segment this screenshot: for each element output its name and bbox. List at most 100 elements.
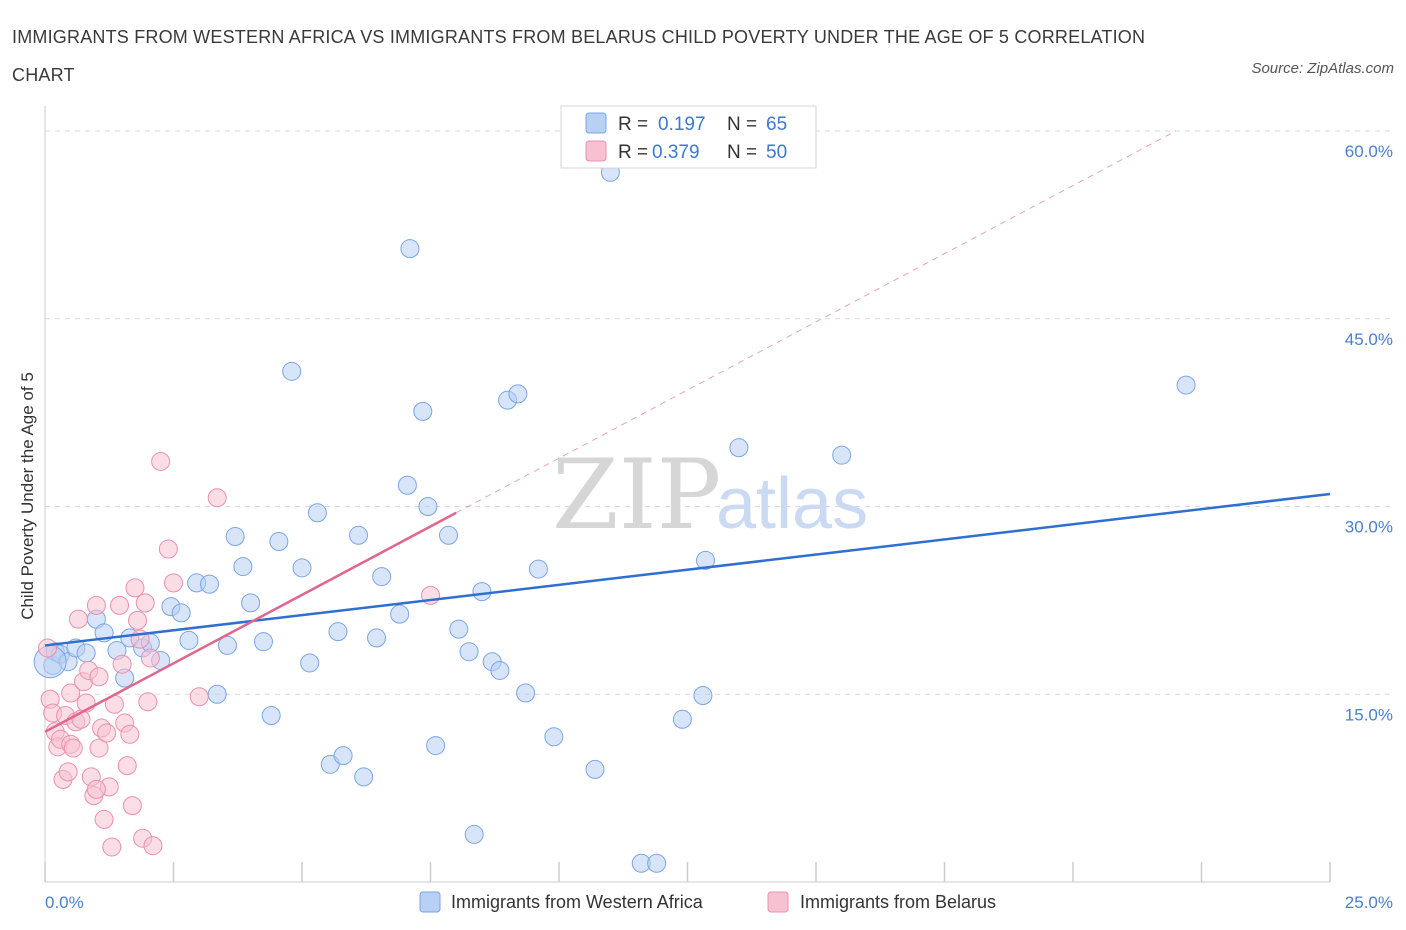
- point-blue-44: [438, 525, 458, 545]
- point-blue-24: [253, 632, 273, 652]
- point-blue-65: [1176, 375, 1196, 395]
- point-blue-42: [418, 497, 438, 516]
- point-pink-22: [89, 667, 109, 687]
- point-pink-32: [117, 756, 137, 776]
- bottom-legend-label-blue: Immigrants from Western Africa: [451, 892, 704, 912]
- legend-n-label-blue: N =: [727, 114, 757, 135]
- trend-line-blue: [44, 492, 1331, 647]
- y-tick-label-1: 30.0%: [1345, 518, 1393, 537]
- point-blue-56: [585, 759, 605, 779]
- legend-r-value-pink: 0.379: [652, 142, 700, 163]
- axes: [44, 106, 1331, 883]
- y-tick-label-3: 60.0%: [1345, 142, 1393, 161]
- legend-swatch-pink: [585, 140, 607, 162]
- point-pink-36: [128, 610, 148, 630]
- point-blue-15: [171, 603, 191, 623]
- point-blue-16: [179, 630, 199, 650]
- point-blue-30: [307, 503, 327, 523]
- series-belarus: [38, 451, 440, 857]
- point-blue-63: [729, 438, 749, 458]
- point-blue-22: [233, 557, 253, 577]
- point-pink-43: [151, 451, 171, 471]
- point-blue-28: [292, 558, 312, 578]
- point-pink-30: [112, 654, 132, 674]
- point-pink-39: [135, 593, 155, 613]
- point-pink-20: [86, 595, 106, 615]
- point-blue-26: [269, 532, 289, 552]
- point-pink-11: [61, 683, 81, 703]
- legend-swatch-blue: [585, 112, 607, 134]
- legend-n-value-blue: 65: [766, 114, 787, 135]
- source-label: Source: ZipAtlas.com: [1251, 60, 1394, 77]
- watermark: ZIP atlas: [552, 439, 868, 551]
- series-legend: Immigrants from Western Africa Immigrant…: [419, 891, 996, 913]
- point-blue-64: [832, 445, 852, 465]
- point-blue-19: [207, 684, 227, 704]
- point-pink-35: [125, 578, 145, 598]
- point-blue-60: [672, 709, 692, 729]
- point-pink-13: [68, 609, 88, 629]
- legend-r-value-blue: 0.197: [658, 114, 706, 135]
- point-pink-10: [63, 738, 83, 758]
- bottom-legend-swatch-blue: [419, 891, 441, 913]
- point-blue-59: [647, 853, 667, 873]
- legend-r-label-blue: R =: [618, 114, 648, 135]
- point-blue-54: [528, 559, 548, 579]
- point-pink-21: [89, 738, 109, 758]
- y-axis-label: Child Poverty Under the Age of 5: [18, 372, 37, 620]
- point-pink-40: [138, 692, 158, 712]
- point-blue-61: [693, 686, 713, 706]
- point-pink-27: [102, 837, 122, 857]
- point-pink-41: [140, 648, 160, 668]
- legend-r-label-pink: R =: [618, 142, 648, 163]
- bottom-legend-label-pink: Immigrants from Belarus: [800, 892, 996, 912]
- point-blue-62: [695, 550, 715, 570]
- point-blue-32: [328, 622, 348, 642]
- point-blue-53: [516, 683, 536, 703]
- point-pink-49: [86, 779, 106, 799]
- point-blue-45: [449, 619, 469, 639]
- point-blue-23: [241, 593, 261, 613]
- point-blue-21: [225, 527, 245, 547]
- point-blue-41: [413, 401, 433, 421]
- point-blue-18: [199, 574, 219, 594]
- point-blue-36: [367, 628, 387, 648]
- point-pink-45: [164, 573, 183, 593]
- watermark-atlas: atlas: [716, 464, 868, 544]
- point-blue-5: [76, 643, 96, 663]
- point-blue-20: [217, 635, 237, 655]
- point-blue-52: [508, 384, 528, 404]
- point-pink-33: [120, 724, 140, 744]
- legend-n-value-pink: 50: [766, 142, 787, 163]
- trend-extension-pink: [455, 130, 1177, 514]
- correlation-legend: R = 0.197 N = 65 R = 0.379 N = 50: [560, 105, 817, 169]
- trend-lines: [44, 130, 1331, 733]
- point-pink-47: [207, 488, 227, 508]
- y-tick-label-0: 15.0%: [1345, 705, 1393, 724]
- point-blue-43: [426, 736, 446, 756]
- point-pink-34: [122, 796, 142, 816]
- point-blue-37: [372, 567, 392, 587]
- trend-line-pink: [44, 511, 457, 733]
- point-pink-24: [94, 809, 114, 829]
- point-blue-50: [490, 660, 510, 680]
- point-pink-44: [158, 539, 178, 559]
- y-tick-label-2: 45.0%: [1345, 330, 1393, 349]
- x-tick-label-0: 0.0%: [45, 893, 84, 912]
- tick-labels: 15.0% 30.0% 45.0% 60.0% 0.0% 25.0%: [45, 142, 1393, 912]
- point-blue-34: [349, 525, 369, 545]
- watermark-zip: ZIP: [552, 439, 721, 551]
- point-blue-39: [397, 475, 417, 495]
- point-blue-38: [390, 604, 410, 624]
- point-blue-27: [282, 361, 302, 381]
- point-pink-25: [97, 723, 117, 743]
- point-blue-48: [464, 824, 484, 844]
- x-tick-label-1: 25.0%: [1345, 893, 1393, 912]
- point-pink-42: [143, 836, 163, 856]
- bottom-legend-swatch-pink: [767, 891, 789, 913]
- point-blue-40: [400, 239, 420, 259]
- point-pink-29: [110, 595, 130, 615]
- legend-n-label-pink: N =: [727, 142, 757, 163]
- point-pink-8: [58, 762, 78, 782]
